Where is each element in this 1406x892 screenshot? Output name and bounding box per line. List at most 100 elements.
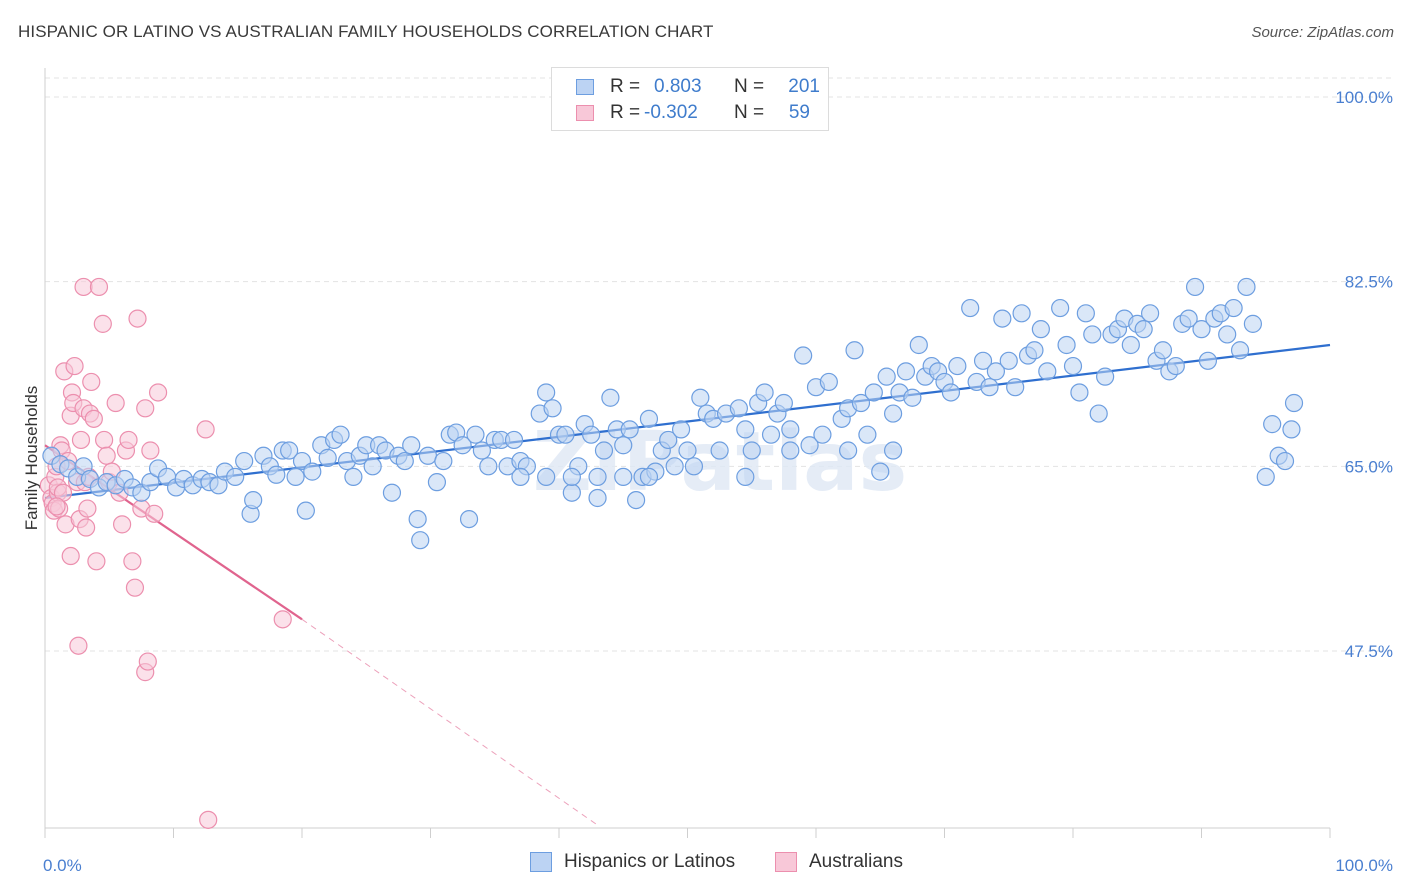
legend-r-label: R = xyxy=(610,76,641,97)
data-point-hispanics xyxy=(427,473,447,492)
legend-row-hispanics: R = 0.803 N = 201 xyxy=(576,75,820,99)
data-point-hispanics xyxy=(280,441,299,460)
data-point-hispanics xyxy=(286,467,305,486)
data-point-hispanics xyxy=(813,425,832,444)
data-point-hispanics xyxy=(267,465,286,484)
data-point-hispanics xyxy=(903,388,922,407)
data-point-hispanics xyxy=(1198,351,1218,370)
data-point-australians xyxy=(69,636,88,655)
correlation-legend: R = 0.803 N = 201 R = -0.302 N = 59 xyxy=(551,67,829,131)
data-point-hispanics xyxy=(871,462,890,481)
y-tick-label: 47.5% xyxy=(1345,642,1393,661)
data-point-australians xyxy=(273,610,292,629)
data-point-australians xyxy=(199,810,218,829)
data-point-hispanics xyxy=(671,420,691,439)
legend-n-value: 201 xyxy=(788,76,820,97)
legend-item-australians[interactable]: Australians xyxy=(775,851,903,873)
data-point-hispanics xyxy=(1263,415,1282,434)
data-point-hispanics xyxy=(620,420,639,439)
data-point-hispanics xyxy=(839,441,858,460)
legend-n-label: N = xyxy=(734,102,765,123)
data-point-australians xyxy=(77,518,96,537)
data-point-hispanics xyxy=(1237,277,1256,297)
data-point-hispanics xyxy=(1057,335,1076,355)
legend-n-value: 59 xyxy=(788,102,810,123)
data-point-hispanics xyxy=(1275,451,1295,471)
legend-r-value: -0.302 xyxy=(644,102,698,123)
data-point-hispanics xyxy=(1070,383,1089,402)
data-point-hispanics xyxy=(1230,341,1250,360)
data-point-hispanics xyxy=(1140,304,1160,323)
data-point-hispanics xyxy=(1282,420,1301,439)
data-point-hispanics xyxy=(453,436,472,455)
data-point-australians xyxy=(119,430,138,450)
data-point-hispanics xyxy=(659,430,678,450)
data-point-hispanics xyxy=(896,362,916,381)
tick-labels: 47.5% 65.0% 82.5% 100.0% 0.0% 100.0% xyxy=(43,88,1393,875)
data-point-australians xyxy=(47,497,66,516)
data-point-hispanics xyxy=(141,473,160,492)
data-point-hispanics xyxy=(1224,298,1243,318)
data-point-australians xyxy=(71,430,91,450)
y-tick-label: 65.0% xyxy=(1345,457,1393,476)
data-point-hispanics xyxy=(851,393,871,413)
data-point-hispanics xyxy=(1166,356,1185,376)
data-point-hispanics xyxy=(1096,367,1115,386)
data-point-hispanics xyxy=(395,451,414,471)
data-point-hispanics xyxy=(459,509,479,529)
data-point-hispanics xyxy=(556,425,575,444)
data-point-hispanics xyxy=(1083,325,1102,344)
data-point-hispanics xyxy=(626,491,646,510)
data-point-hispanics xyxy=(909,335,928,355)
data-point-hispanics xyxy=(226,467,245,486)
data-point-hispanics xyxy=(582,425,601,444)
data-point-hispanics xyxy=(1243,314,1263,333)
legend-item-hispanics[interactable]: Hispanics or Latinos xyxy=(530,851,735,873)
data-point-hispanics xyxy=(986,362,1006,381)
x-tick-label: 100.0% xyxy=(1335,856,1393,875)
data-point-hispanics xyxy=(973,351,993,370)
data-point-hispanics xyxy=(800,436,819,455)
data-point-hispanics xyxy=(1153,341,1173,360)
data-point-australians xyxy=(112,515,132,534)
data-point-hispanics xyxy=(883,441,903,460)
data-point-hispanics xyxy=(1218,325,1237,344)
legend-swatch-blue xyxy=(530,852,552,872)
data-point-australians xyxy=(74,277,93,297)
y-tick-label: 100.0% xyxy=(1335,88,1393,107)
data-point-australians xyxy=(89,277,109,297)
data-point-australians xyxy=(65,356,84,376)
data-point-hispanics xyxy=(883,404,903,423)
data-point-hispanics xyxy=(774,393,793,413)
data-point-hispanics xyxy=(1076,304,1095,323)
chart-title: HISPANIC OR LATINO VS AUSTRALIAN FAMILY … xyxy=(18,22,714,41)
data-point-hispanics xyxy=(614,467,633,486)
data-point-australians xyxy=(61,546,80,566)
data-point-hispanics xyxy=(1185,277,1205,297)
data-point-australians xyxy=(141,441,160,460)
data-point-hispanics xyxy=(736,420,755,439)
data-point-australians xyxy=(78,499,97,518)
data-point-hispanics xyxy=(1256,467,1275,486)
data-point-hispanics xyxy=(296,501,315,520)
data-point-hispanics xyxy=(402,436,421,455)
data-point-hispanics xyxy=(678,441,697,460)
legend-label-hispanics: Hispanics or Latinos xyxy=(564,851,736,872)
data-point-hispanics xyxy=(736,467,755,486)
data-point-hispanics xyxy=(543,399,562,418)
data-point-australians xyxy=(128,309,147,328)
data-point-hispanics xyxy=(877,367,896,386)
data-point-hispanics xyxy=(941,383,961,402)
legend-swatch-pink xyxy=(775,852,797,872)
data-point-hispanics xyxy=(761,425,781,444)
data-point-hispanics xyxy=(1031,320,1050,339)
data-point-australians xyxy=(123,552,142,571)
legend-row-australians: R = -0.302 N = 59 xyxy=(576,101,810,125)
legend-label-australians: Australians xyxy=(809,851,903,872)
y-axis-label: Family Households xyxy=(22,386,41,531)
data-point-hispanics xyxy=(331,425,350,444)
data-point-hispanics xyxy=(684,457,704,476)
data-point-hispanics xyxy=(1089,404,1108,423)
data-point-hispanics xyxy=(588,488,607,508)
